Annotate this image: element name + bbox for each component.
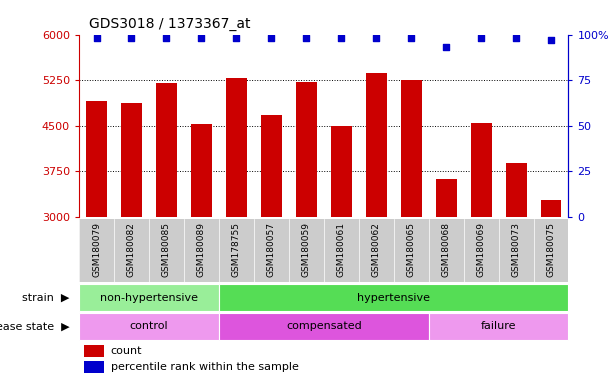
Point xyxy=(302,35,311,41)
Text: hypertensive: hypertensive xyxy=(357,293,430,303)
Text: GSM180062: GSM180062 xyxy=(371,222,381,277)
Bar xyxy=(84,361,103,373)
Bar xyxy=(365,73,387,217)
Text: disease state  ▶: disease state ▶ xyxy=(0,321,69,331)
Bar xyxy=(156,83,177,217)
Text: compensated: compensated xyxy=(286,321,362,331)
Text: GSM180089: GSM180089 xyxy=(197,222,206,277)
Text: failure: failure xyxy=(481,321,516,331)
Bar xyxy=(219,313,429,340)
Text: non-hypertensive: non-hypertensive xyxy=(100,293,198,303)
Bar xyxy=(226,78,247,217)
Bar xyxy=(191,124,212,217)
Bar xyxy=(435,179,457,217)
Text: control: control xyxy=(130,321,168,331)
Text: strain  ▶: strain ▶ xyxy=(22,293,69,303)
Text: GSM180075: GSM180075 xyxy=(547,222,556,277)
Bar xyxy=(296,82,317,217)
Point xyxy=(196,35,206,41)
Text: GSM180068: GSM180068 xyxy=(441,222,451,277)
Bar xyxy=(331,126,351,217)
Point xyxy=(371,35,381,41)
Text: percentile rank within the sample: percentile rank within the sample xyxy=(111,362,299,372)
Text: GSM180073: GSM180073 xyxy=(511,222,520,277)
Text: GSM180082: GSM180082 xyxy=(127,222,136,277)
Point xyxy=(92,35,102,41)
Bar xyxy=(84,345,103,357)
Point xyxy=(126,35,136,41)
Point xyxy=(266,35,276,41)
Point xyxy=(406,35,416,41)
Bar xyxy=(401,79,422,217)
Point xyxy=(162,35,171,41)
Bar xyxy=(471,123,491,217)
Bar xyxy=(86,101,107,217)
Text: GSM180079: GSM180079 xyxy=(92,222,101,277)
Text: GSM180085: GSM180085 xyxy=(162,222,171,277)
Bar xyxy=(506,164,527,217)
Text: GSM180057: GSM180057 xyxy=(267,222,276,277)
Point xyxy=(476,35,486,41)
Bar xyxy=(429,313,568,340)
Point xyxy=(511,35,521,41)
Text: GSM180069: GSM180069 xyxy=(477,222,486,277)
Bar xyxy=(219,284,568,311)
Point xyxy=(336,35,346,41)
Text: count: count xyxy=(111,346,142,356)
Bar xyxy=(541,200,561,217)
Bar xyxy=(79,313,219,340)
Bar xyxy=(79,284,219,311)
Bar xyxy=(261,115,282,217)
Point xyxy=(232,35,241,41)
Text: GSM180065: GSM180065 xyxy=(407,222,416,277)
Text: GSM180061: GSM180061 xyxy=(337,222,346,277)
Text: GSM180059: GSM180059 xyxy=(302,222,311,277)
Point xyxy=(441,44,451,50)
Text: GSM178755: GSM178755 xyxy=(232,222,241,277)
Point xyxy=(546,37,556,43)
Text: GDS3018 / 1373367_at: GDS3018 / 1373367_at xyxy=(89,17,250,31)
Bar xyxy=(121,103,142,217)
